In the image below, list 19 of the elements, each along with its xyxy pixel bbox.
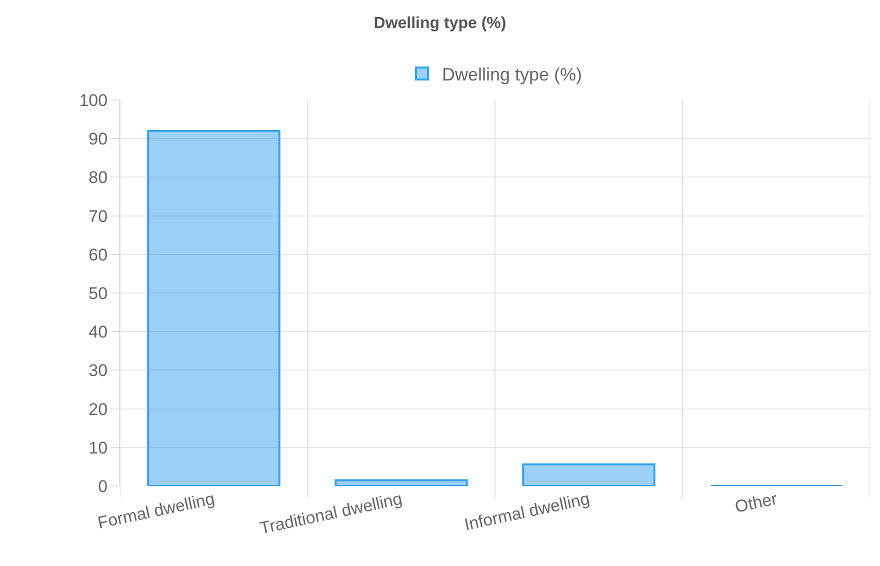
y-tick-label: 80 bbox=[88, 168, 108, 188]
y-tick-label: 40 bbox=[88, 322, 108, 342]
x-tick-label: Traditional dwelling bbox=[258, 489, 404, 538]
x-tick-label: Other bbox=[733, 489, 780, 517]
y-tick-label: 50 bbox=[88, 284, 108, 303]
x-tick-label: Informal dwelling bbox=[462, 489, 592, 534]
y-tick-label: 20 bbox=[88, 400, 108, 419]
y-tick-label: 10 bbox=[88, 438, 108, 458]
chart-title: Dwelling type (%) bbox=[374, 15, 506, 32]
y-tick-label: 90 bbox=[88, 130, 108, 149]
y-tick-label: 30 bbox=[88, 361, 108, 380]
y-tick-label: 0 bbox=[98, 476, 108, 496]
y-tick-label: 100 bbox=[79, 90, 108, 110]
bar bbox=[522, 463, 656, 486]
y-tick-label: 60 bbox=[88, 245, 108, 264]
y-tick-label: 70 bbox=[88, 206, 108, 226]
legend-label: Dwelling type (%) bbox=[442, 64, 582, 84]
bar bbox=[334, 479, 468, 486]
bar bbox=[147, 130, 280, 486]
